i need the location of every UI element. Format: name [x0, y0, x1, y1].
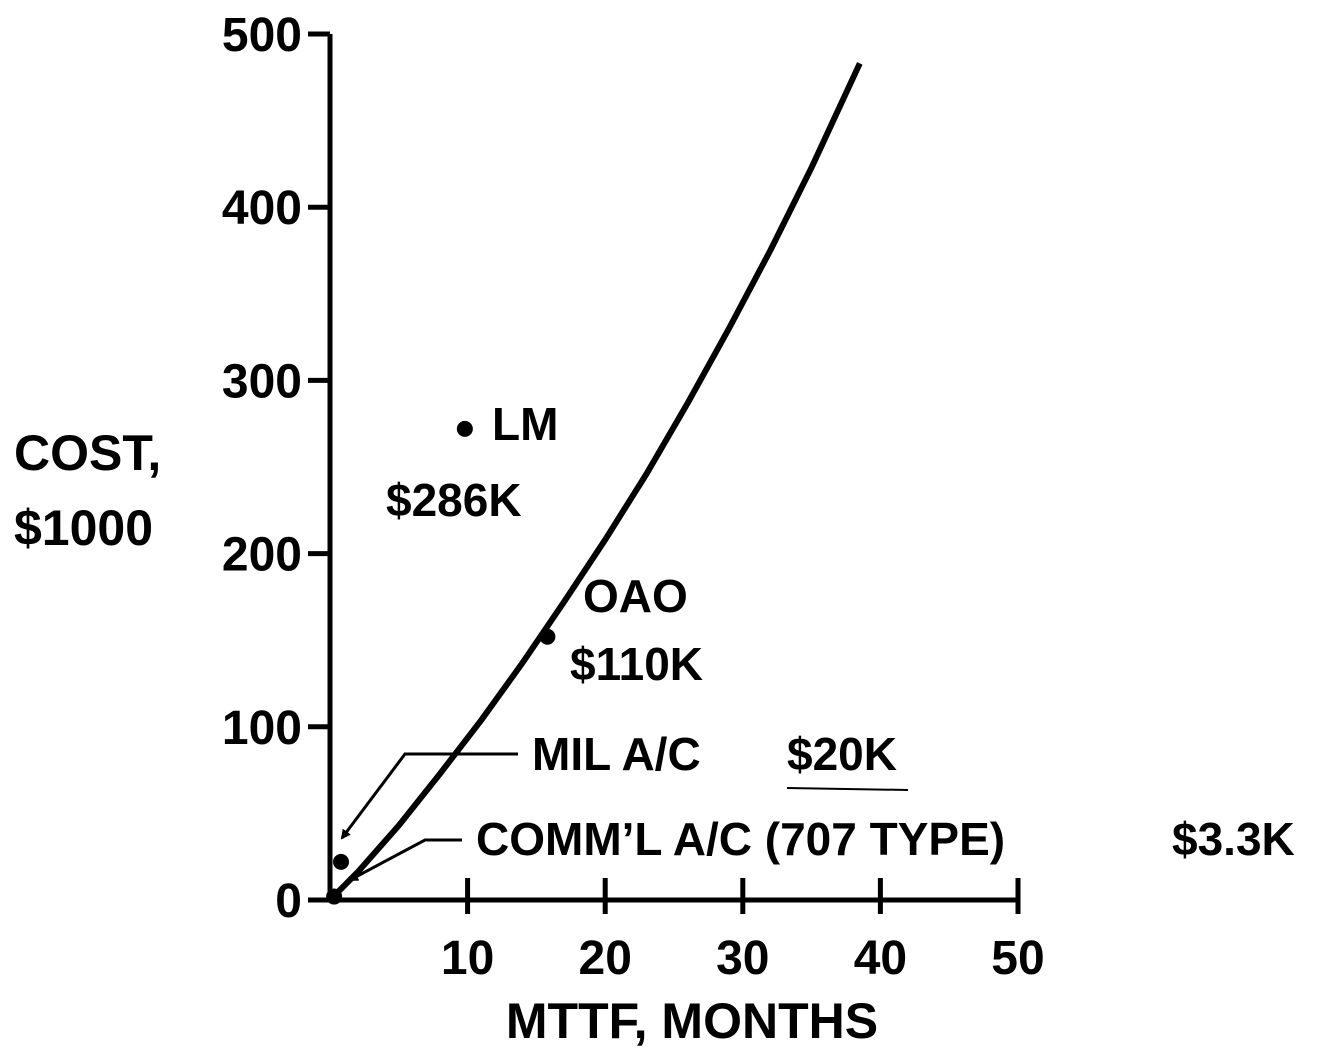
point-lm [456, 420, 473, 437]
x-tick-label: 10 [441, 932, 494, 985]
mil-cost-underline [786, 787, 909, 791]
x-tick-label: 50 [991, 932, 1044, 985]
axes [327, 34, 1018, 903]
y-axis-title-line2: $1000 [14, 500, 153, 556]
y-tick-label: 500 [222, 9, 302, 62]
y-tick-label: 100 [222, 702, 302, 755]
x-tick-label: 40 [854, 932, 907, 985]
oao-cost: $110K [570, 638, 703, 690]
point-oao [539, 628, 556, 645]
annotation-mil: MIL A/C $20K [340, 728, 909, 840]
x-axis-title: MTTF, MONTHS [506, 993, 878, 1048]
y-ticks: 0 100 200 300 400 500 [222, 9, 330, 928]
data-points [326, 420, 556, 905]
point-mil [333, 853, 350, 870]
y-tick-label: 200 [222, 529, 302, 582]
y-axis-title-line1: COST, [14, 425, 161, 481]
annotation-oao: OAO $110K [570, 570, 703, 690]
comm-cost: $3.3K [1172, 813, 1295, 865]
lm-cost: $286K [386, 474, 522, 526]
x-ticks: 10 20 30 40 50 [441, 878, 1045, 985]
y-tick-label: 300 [222, 355, 302, 408]
point-comm [326, 888, 343, 905]
comm-leader-arrow [348, 838, 462, 882]
x-tick-label: 30 [716, 932, 769, 985]
comm-label: COMM’L A/C (707 TYPE) [476, 813, 1005, 865]
y-tick-label: 0 [275, 875, 302, 928]
x-tick-label: 20 [579, 932, 632, 985]
cost-curve [327, 62, 863, 903]
y-tick-label: 400 [222, 182, 302, 235]
annotation-comm: COMM’L A/C (707 TYPE) $3.3K [348, 813, 1295, 882]
annotation-lm: LM $286K [386, 398, 558, 526]
mil-cost: $20K [787, 728, 897, 780]
lm-label: LM [492, 398, 558, 450]
mil-leader-arrow [340, 752, 518, 840]
oao-label: OAO [583, 570, 688, 622]
mil-label: MIL A/C [532, 728, 701, 780]
